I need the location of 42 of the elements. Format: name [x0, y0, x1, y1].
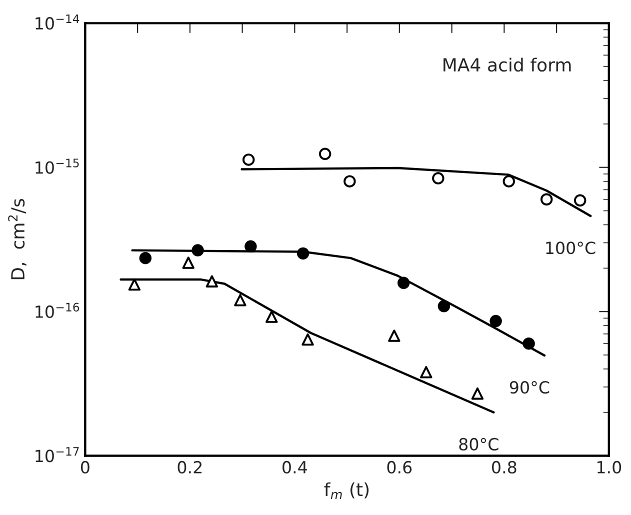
line-series [120, 278, 495, 414]
point [139, 252, 152, 264]
point [296, 247, 310, 260]
point [432, 172, 444, 184]
x-tick-label: 0 [80, 460, 90, 474]
x-axis-title: f$_{m}$ (t) [324, 482, 369, 499]
y-axis-title: D, cm$^{2}$/s [8, 198, 26, 280]
point [397, 276, 410, 290]
point [490, 314, 502, 328]
series-label: 100°C [546, 242, 596, 254]
point [420, 366, 432, 378]
annotation: MA4 acid form [444, 58, 571, 72]
point [318, 148, 332, 160]
point [344, 175, 356, 188]
point [302, 333, 314, 346]
series-label: 90°C [510, 381, 550, 394]
series-label: 80°C [459, 438, 498, 451]
x-tick-label: 0.2 [178, 460, 202, 474]
point [242, 154, 255, 166]
point [574, 194, 586, 207]
point [388, 330, 400, 342]
point [540, 193, 553, 206]
x-tick-label: 1.0 [597, 460, 622, 474]
x-tick-label: 0.6 [387, 460, 412, 474]
y-tick-label: 10$^{−17}$ [36, 447, 79, 462]
point [192, 244, 204, 256]
point [128, 278, 141, 291]
point [266, 310, 278, 323]
x-tick-label: 0.4 [282, 460, 307, 474]
point [234, 294, 246, 306]
point [471, 387, 484, 400]
line-series [240, 166, 592, 218]
y-tick-label: 10$^{−16}$ [36, 302, 80, 318]
point [522, 337, 535, 350]
point [438, 300, 450, 312]
point [182, 256, 194, 269]
point [206, 275, 218, 288]
point [502, 175, 516, 188]
y-tick-label: 10$^{−15}$ [36, 158, 79, 174]
x-tick-label: 0.8 [492, 460, 516, 474]
y-tick-label: 10$^{−14}$ [36, 14, 80, 30]
point [244, 240, 257, 253]
